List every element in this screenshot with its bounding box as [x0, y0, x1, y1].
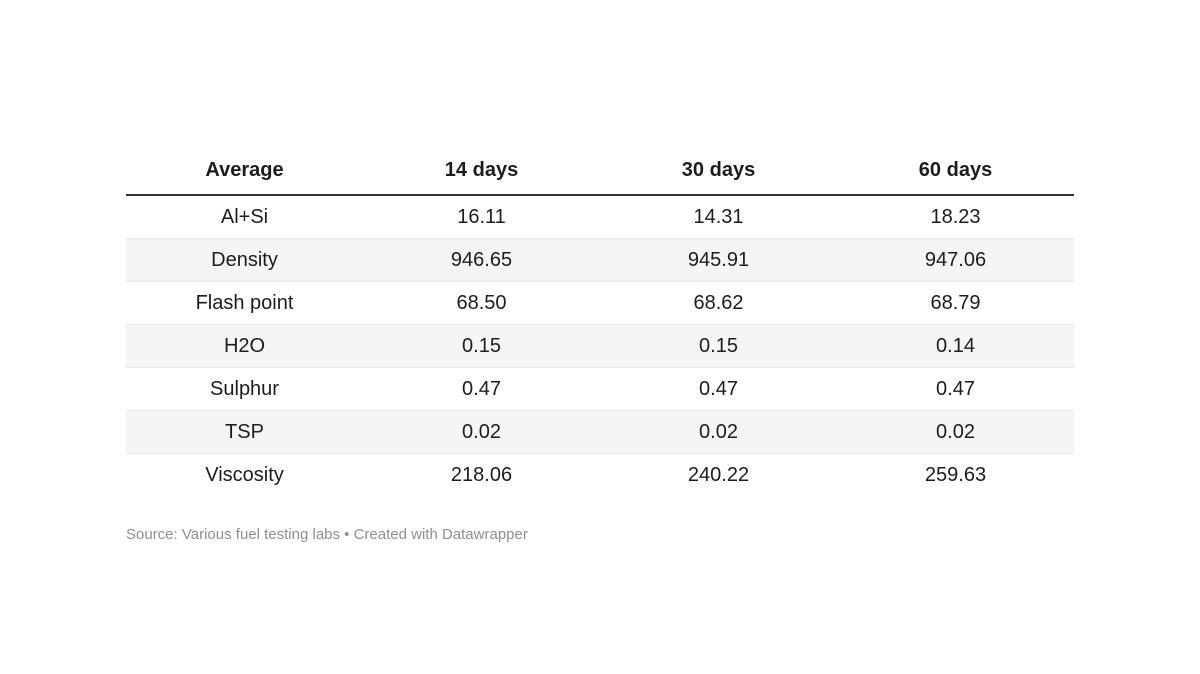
row-label: Sulphur	[210, 377, 279, 400]
table-row: Sulphur 0.47 0.47 0.47	[126, 368, 1074, 411]
column-header-30-days: 30 days	[681, 158, 756, 181]
row-label: TSP	[225, 420, 264, 443]
column-header-60-days: 60 days	[918, 158, 993, 181]
table-row: TSP 0.02 0.02 0.02	[126, 411, 1074, 454]
row-label: Density	[211, 248, 278, 271]
cell-value: 946.65	[450, 248, 513, 271]
column-header-14-days: 14 days	[444, 158, 519, 181]
table-row: Viscosity 218.06 240.22 259.63	[126, 454, 1074, 497]
cell-value: 945.91	[687, 248, 750, 271]
cell-value: 68.50	[456, 291, 507, 314]
table-body: Al+Si 16.11 14.31 18.23 Density 946.65 9…	[126, 196, 1074, 497]
row-label: Viscosity	[205, 464, 284, 486]
cell-value: 947.06	[924, 248, 987, 271]
cell-value: 0.14	[936, 334, 975, 357]
cell-value: 18.23	[930, 205, 981, 228]
cell-value: 0.02	[462, 420, 501, 443]
cell-value: 0.02	[936, 420, 975, 443]
row-label: H2O	[223, 334, 266, 357]
cell-value: 14.31	[693, 205, 744, 228]
source-attribution: Source: Various fuel testing labs • Crea…	[126, 526, 528, 543]
table-row: Flash point 68.50 68.62 68.79	[126, 282, 1074, 325]
cell-value: 0.02	[699, 420, 738, 443]
cell-value: 16.11	[457, 205, 506, 228]
table-row: Al+Si 16.11 14.31 18.23	[126, 196, 1074, 239]
cell-value: 218.06	[450, 464, 513, 486]
cell-value: 0.47	[936, 377, 975, 400]
cell-value: 0.15	[699, 334, 738, 357]
column-header-average: Average	[205, 158, 284, 181]
row-label: Flash point	[195, 291, 294, 314]
cell-value: 68.79	[930, 291, 981, 314]
cell-value: 0.15	[462, 334, 501, 357]
cell-value: 0.47	[462, 377, 501, 400]
cell-value: 68.62	[693, 291, 744, 314]
table-row: Density 946.65 945.91 947.06	[126, 239, 1074, 282]
cell-value: 0.47	[699, 377, 738, 400]
row-label: Al+Si	[220, 205, 269, 228]
table-header-row: Average 14 days 30 days 60 days	[126, 146, 1074, 196]
cell-value: 240.22	[687, 464, 750, 486]
table-row: H2O 0.15 0.15 0.14	[126, 325, 1074, 368]
cell-value: 259.63	[924, 464, 987, 486]
data-table: Average 14 days 30 days 60 days Al+Si 16…	[126, 146, 1074, 497]
